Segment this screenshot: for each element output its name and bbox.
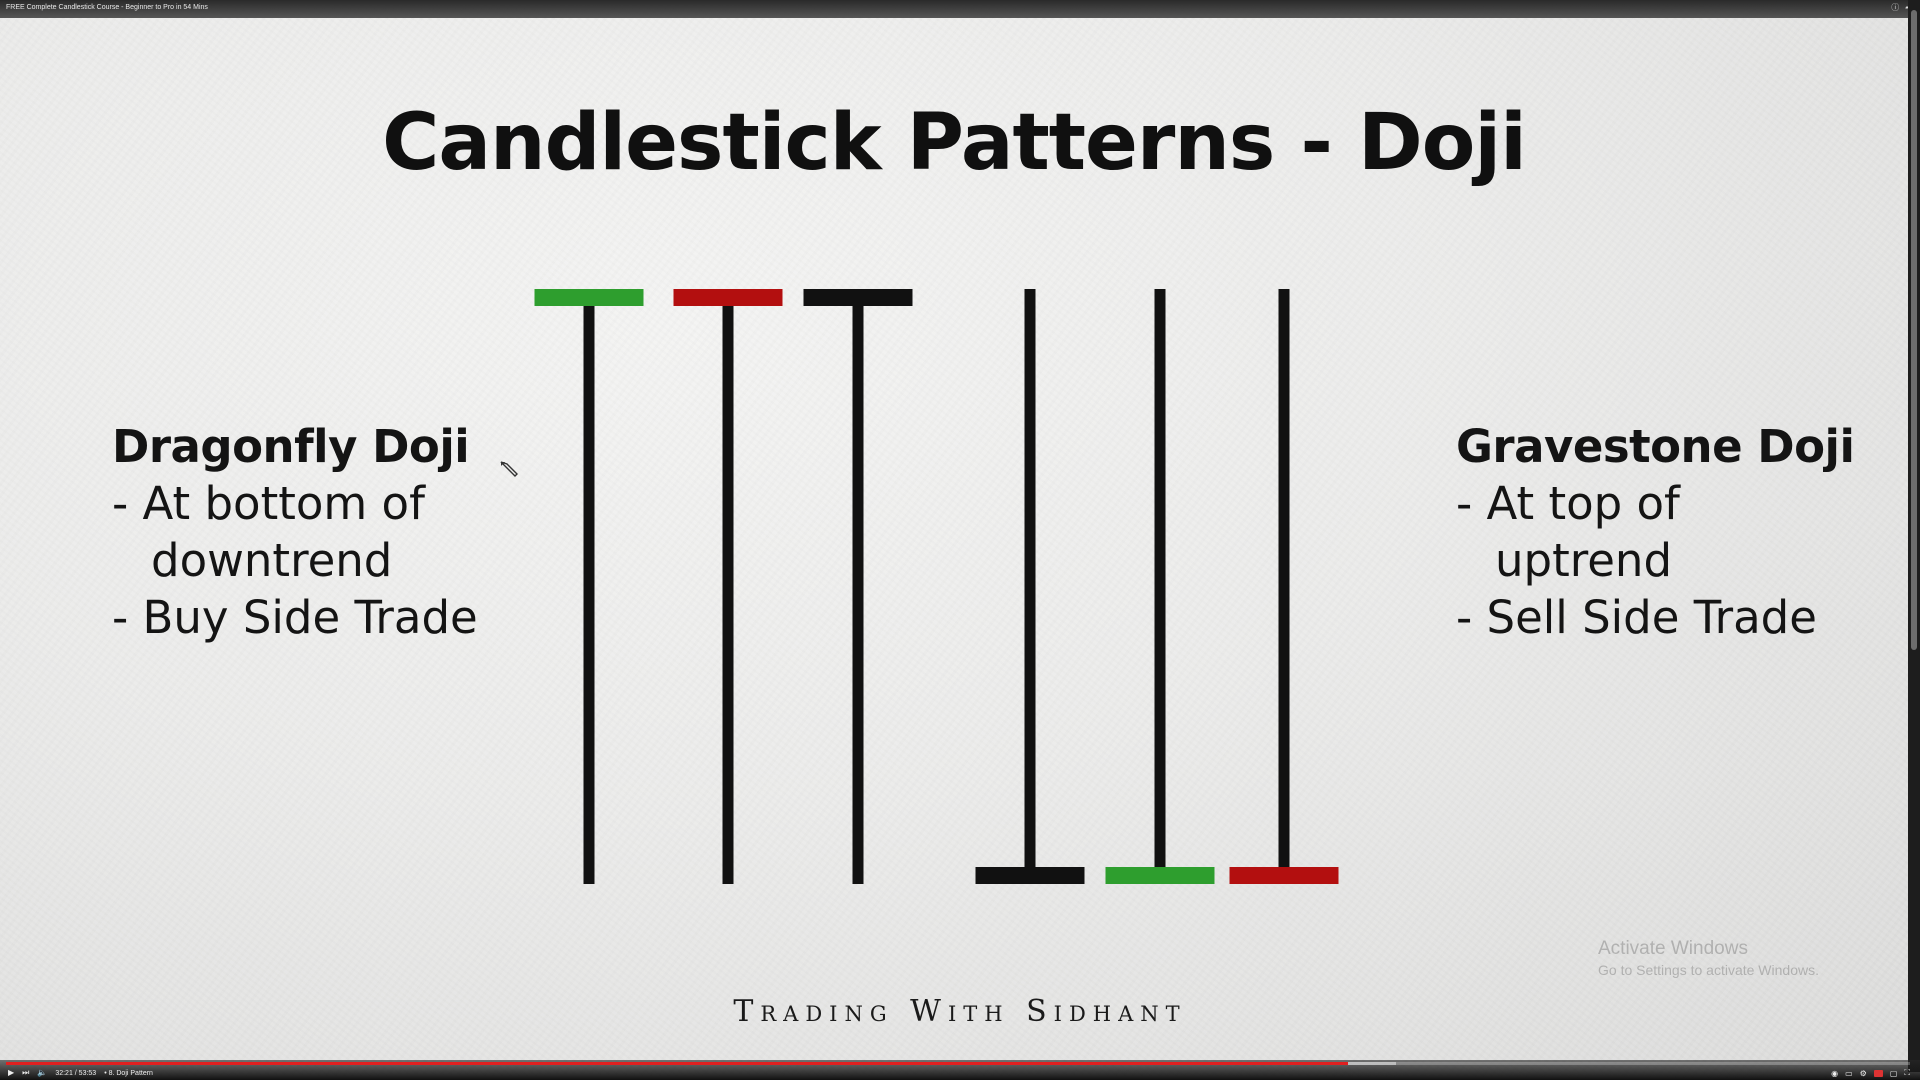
progress-bar[interactable] (6, 1062, 1910, 1065)
dragonfly-line-1: - At bottom of (112, 477, 425, 530)
candle-wick (1024, 289, 1036, 884)
video-title[interactable]: FREE Complete Candlestick Course - Begin… (6, 4, 208, 11)
captions-icon[interactable]: ▭ (1845, 1068, 1853, 1078)
chapter-title[interactable]: • 8. Doji Pattern (104, 1069, 153, 1077)
gravestone-doji-candle (1229, 289, 1339, 884)
dragonfly-line-3: - Buy Side Trade (112, 591, 478, 644)
doji-candles-illustration (534, 289, 1339, 884)
gravestone-line-3: - Sell Side Trade (1456, 591, 1817, 644)
candle-body (1229, 867, 1339, 884)
pen-cursor-icon (500, 461, 518, 477)
watermark-line-2: Go to Settings to activate Windows. (1598, 962, 1819, 978)
candle-body (534, 289, 644, 306)
gravestone-line-2: uptrend (1495, 534, 1673, 587)
gravestone-line-1: - At top of (1456, 477, 1680, 530)
play-icon[interactable]: ▶ (8, 1068, 15, 1077)
volume-icon[interactable]: 🔈 (37, 1068, 48, 1077)
gravestone-doji-candle (975, 289, 1085, 884)
gear-icon[interactable]: ⚙ (1859, 1068, 1867, 1078)
dragonfly-doji-candle (534, 289, 644, 884)
dragonfly-doji-candle (673, 289, 783, 884)
dragonfly-doji-candle (803, 289, 913, 884)
autoplay-icon[interactable]: ◉ (1831, 1068, 1839, 1078)
controls-right: ◉ ▭ ⚙ ▢ ⛶ (1831, 1068, 1910, 1078)
controls-left: ▶ ⏭ 🔈 32:21 / 53:53 • 8. Doji Pattern (8, 1068, 153, 1078)
activation-watermark: Activate Windows Go to Settings to activ… (1598, 938, 1819, 978)
brand-name: Trading With Sidhant (733, 994, 1187, 1029)
fullscreen-icon[interactable]: ⛶ (1904, 1068, 1910, 1077)
youtube-icon[interactable] (1873, 1069, 1883, 1077)
gravestone-heading: Gravestone Doji (1456, 420, 1855, 473)
candle-body (1105, 867, 1215, 884)
scrollbar-thumb[interactable] (1911, 10, 1917, 650)
dragonfly-heading: Dragonfly Doji (112, 420, 470, 473)
time-display: 32:21 / 53:53 (55, 1069, 97, 1077)
player-controls: ▶ ⏭ 🔈 32:21 / 53:53 • 8. Doji Pattern ◉ … (0, 1060, 1920, 1080)
side-scrollbar[interactable] (1908, 0, 1920, 1072)
gravestone-doji-candle (1105, 289, 1215, 884)
info-icon[interactable]: ⓘ (1891, 3, 1900, 12)
dragonfly-description: Dragonfly Doji - At bottom of downtrend … (112, 418, 478, 646)
progress-played (6, 1062, 1349, 1065)
candle-wick (1154, 289, 1166, 884)
candle-body (673, 289, 783, 306)
candle-body (803, 289, 913, 306)
candle-wick (1278, 289, 1290, 884)
miniplayer-icon[interactable]: ▢ (1889, 1068, 1898, 1078)
gravestone-description: Gravestone Doji - At top of uptrend - Se… (1456, 418, 1855, 646)
dragonfly-line-2: downtrend (151, 534, 393, 587)
next-icon[interactable]: ⏭ (22, 1068, 30, 1077)
watermark-line-1: Activate Windows (1598, 938, 1748, 959)
candle-body (975, 867, 1085, 884)
progress-buffered (1348, 1062, 1396, 1065)
candle-wick (583, 289, 595, 884)
slide-title: Candlestick Patterns - Doji (382, 98, 1527, 188)
candle-wick (852, 289, 864, 884)
candle-wick (722, 289, 734, 884)
